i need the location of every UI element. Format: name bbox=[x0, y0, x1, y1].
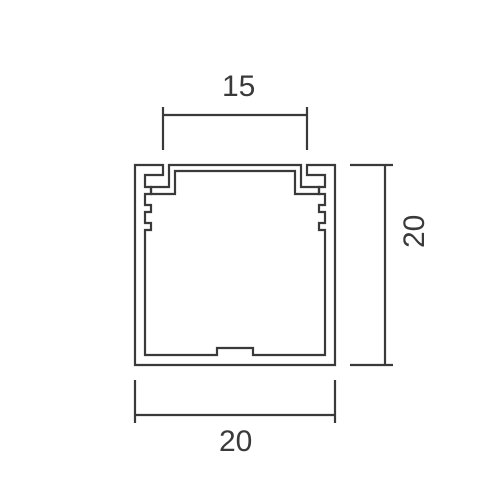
technical-drawing: 15 20 20 bbox=[0, 0, 500, 500]
dim-top bbox=[163, 107, 307, 150]
dim-right-label: 20 bbox=[398, 215, 432, 248]
diffuser-lid bbox=[151, 165, 319, 194]
dim-bottom bbox=[135, 380, 335, 423]
dim-right bbox=[350, 165, 393, 365]
dim-bottom-label: 20 bbox=[219, 425, 252, 459]
dim-top-label: 15 bbox=[222, 70, 255, 104]
